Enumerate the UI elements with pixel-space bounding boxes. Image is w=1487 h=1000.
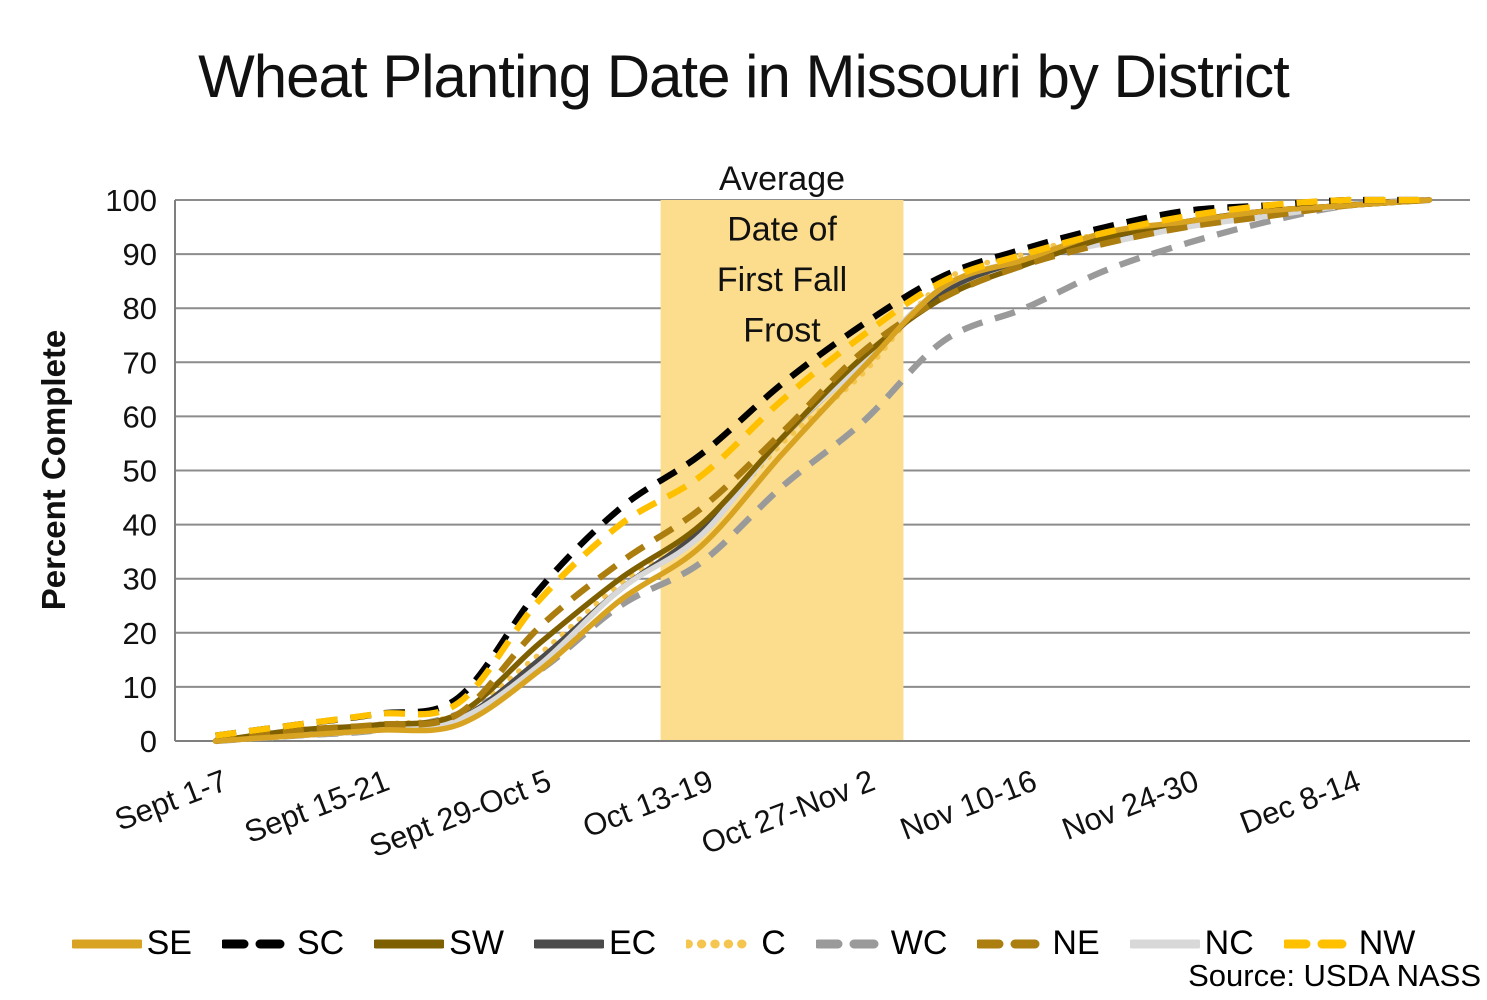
- legend-item-EC: EC: [533, 924, 657, 963]
- y-tick-label: 50: [123, 454, 157, 489]
- series-line-SE: [212, 197, 1433, 744]
- source-note: Source: USDA NASS: [1188, 958, 1481, 993]
- y-tick-label: 90: [123, 237, 157, 272]
- legend-item-WC: WC: [815, 924, 948, 963]
- legend-label-C: C: [761, 924, 786, 962]
- series-line-NW: [215, 196, 1430, 739]
- y-tick-label: 30: [123, 562, 157, 597]
- y-tick-label: 20: [123, 616, 157, 651]
- x-tick-label: Nov 24-30: [1057, 763, 1203, 847]
- x-tick-label: Dec 8-14: [1235, 763, 1365, 841]
- band-annotation-line: First Fall: [717, 261, 847, 299]
- y-tick-label: 0: [140, 724, 157, 759]
- legend-label-WC: WC: [890, 924, 948, 962]
- legend-label-NE: NE: [1052, 924, 1100, 962]
- legend-swatch-NE: [977, 939, 1048, 948]
- y-tick-label: 10: [123, 670, 157, 705]
- series-line-NE: [215, 196, 1430, 745]
- legend-swatch-WC: [815, 939, 886, 948]
- legend-label-NW: NW: [1358, 924, 1416, 962]
- band-annotation-line: Average: [719, 160, 845, 198]
- frost-band: [660, 200, 904, 741]
- band-annotation-line: Date of: [727, 211, 837, 249]
- y-tick-label: 60: [123, 399, 157, 434]
- legend-label-SW: SW: [449, 924, 504, 962]
- legend-item-C: C: [686, 924, 786, 963]
- legend-swatch-NC: [1129, 939, 1200, 948]
- legend-label-SC: SC: [296, 924, 345, 962]
- legend-label-SE: SE: [146, 924, 192, 962]
- legend-item-NW: NW: [1283, 924, 1416, 963]
- x-tick-label: Nov 10-16: [895, 763, 1041, 847]
- y-tick-label: 40: [123, 508, 157, 543]
- legend-swatch-C: [686, 939, 757, 948]
- x-tick-label: Oct 13-19: [578, 763, 718, 844]
- legend-swatch-EC: [533, 939, 604, 948]
- chart-title: Wheat Planting Date in Missouri by Distr…: [198, 43, 1290, 110]
- legend-item-NC: NC: [1129, 924, 1254, 963]
- y-tick-label: 100: [105, 183, 157, 218]
- legend-swatch-SC: [221, 939, 292, 948]
- band-annotation-line: Frost: [743, 312, 821, 350]
- x-tick-label: Sept 1-7: [110, 763, 232, 838]
- legend-item-NE: NE: [977, 924, 1100, 963]
- y-tick-label: 70: [123, 345, 157, 380]
- legend-swatch-SW: [374, 939, 445, 948]
- legend-item-SW: SW: [374, 924, 504, 963]
- y-tick-label: 80: [123, 291, 157, 326]
- legend: SE SC SW EC C WC NE NC NW: [0, 924, 1487, 963]
- legend-item-SC: SC: [221, 924, 345, 963]
- legend-label-NC: NC: [1204, 924, 1254, 962]
- legend-swatch-SE: [71, 939, 142, 948]
- legend-swatch-NW: [1283, 939, 1354, 948]
- legend-item-SE: SE: [71, 924, 192, 963]
- x-tick-label: Sept 29-Oct 5: [365, 763, 556, 864]
- x-tick-label: Oct 27-Nov 2: [696, 763, 879, 861]
- legend-label-EC: EC: [608, 924, 657, 962]
